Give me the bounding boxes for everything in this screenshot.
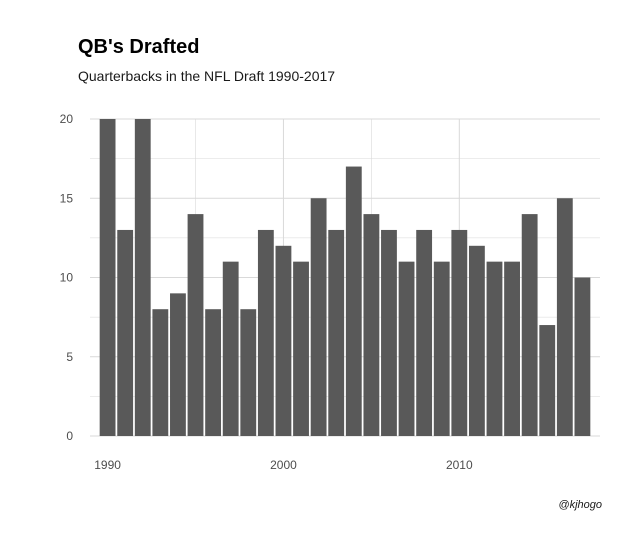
bar-1999 [257, 229, 274, 436]
y-tick-label: 0 [66, 429, 73, 443]
x-tick-label: 2010 [446, 458, 473, 472]
bar-2010 [451, 229, 468, 436]
bar-2015 [539, 325, 556, 436]
bar-2014 [521, 214, 538, 436]
bar-2004 [345, 166, 362, 437]
bar-1997 [222, 261, 239, 436]
bar-2013 [504, 261, 520, 436]
bar-1992 [134, 119, 151, 436]
bar-1996 [205, 309, 222, 436]
bars [99, 119, 591, 437]
bar-2011 [468, 245, 485, 436]
bar-2016 [556, 198, 573, 436]
y-tick-label: 5 [66, 350, 73, 364]
bar-1990 [99, 119, 116, 436]
bar-2012 [486, 261, 503, 436]
bar-1994 [170, 293, 186, 436]
bar-2017 [574, 277, 591, 436]
x-tick-label: 2000 [270, 458, 297, 472]
chart-title: QB's Drafted [78, 36, 200, 58]
bar-2006 [381, 229, 397, 436]
y-tick-label: 10 [60, 271, 74, 285]
bar-2003 [328, 229, 345, 436]
bar-1995 [187, 214, 204, 436]
bar-2000 [275, 245, 292, 436]
bar-2005 [363, 214, 380, 436]
bar-1991 [117, 229, 134, 436]
y-axis-ticks: 0 5 10 15 20 [60, 112, 74, 443]
bar-1993 [152, 309, 169, 436]
bar-2009 [433, 261, 450, 436]
bar-2001 [293, 261, 309, 436]
chart-caption: @kjhogo [558, 499, 602, 511]
y-tick-label: 15 [60, 191, 74, 205]
bar-1998 [240, 309, 257, 436]
y-tick-label: 20 [60, 112, 74, 126]
bar-2007 [398, 261, 415, 436]
chart-subtitle: Quarterbacks in the NFL Draft 1990-2017 [78, 68, 336, 84]
x-tick-label: 1990 [94, 458, 121, 472]
bar-2008 [416, 229, 433, 436]
x-axis-ticks: 1990 2000 2010 [94, 458, 473, 472]
bar-2002 [310, 198, 327, 436]
